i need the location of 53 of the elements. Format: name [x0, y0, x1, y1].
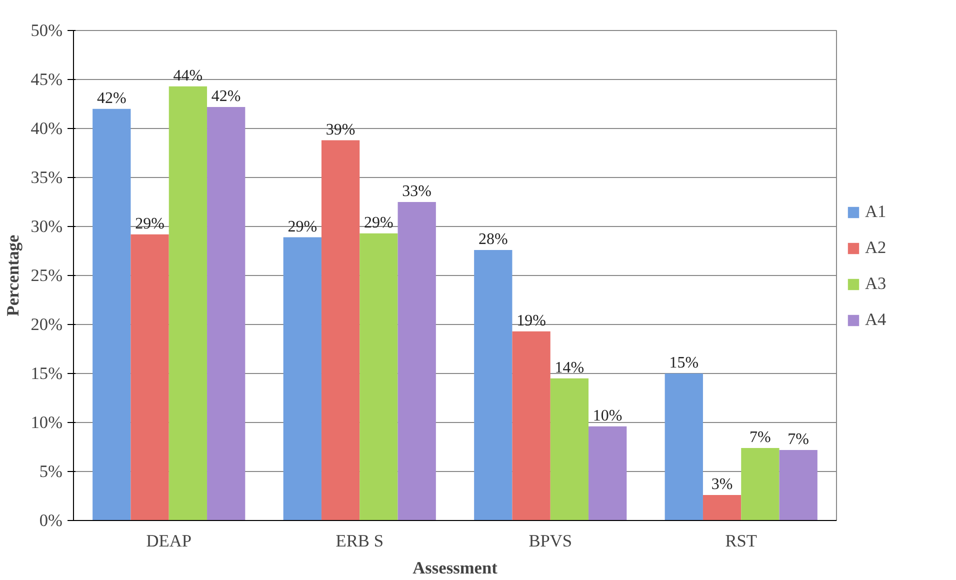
x-axis-title: Assessment: [412, 558, 498, 578]
y-tick-label: 25%: [30, 266, 63, 285]
x-tick-label: DEAP: [146, 532, 192, 550]
data-label: 19%: [516, 312, 546, 330]
bar: [550, 378, 589, 520]
data-label: 7%: [788, 430, 810, 448]
bar: [664, 374, 703, 520]
bar: [474, 250, 512, 520]
y-tick-label: 0%: [39, 511, 63, 530]
bar: [512, 331, 550, 520]
data-label: 28%: [478, 231, 508, 248]
bar: [168, 86, 208, 520]
bar: [283, 237, 322, 520]
legend-label: A3: [865, 274, 886, 294]
data-label: 44%: [173, 67, 203, 84]
data-label: 42%: [211, 88, 241, 105]
bar: [360, 233, 398, 520]
y-tick-label: 35%: [30, 168, 63, 187]
x-tick-label: RST: [725, 532, 758, 550]
data-label: 15%: [669, 354, 699, 372]
bar: [92, 108, 131, 520]
y-tick-label: 40%: [30, 119, 63, 138]
y-tick-label: 30%: [30, 217, 63, 236]
y-tick-label: 10%: [30, 413, 63, 432]
bar: [130, 234, 169, 520]
data-label: 3%: [711, 476, 733, 494]
legend-label: A2: [865, 238, 886, 258]
legend-label: A1: [865, 202, 886, 222]
bar: [321, 140, 360, 520]
bar: [741, 448, 780, 520]
y-tick-label: 15%: [30, 364, 63, 383]
data-label: 42%: [96, 90, 126, 107]
y-tick-label: 5%: [39, 462, 63, 481]
data-label: 29%: [288, 218, 318, 236]
bar: [779, 450, 818, 520]
bar: [702, 495, 742, 520]
data-label: 10%: [592, 407, 622, 424]
y-tick-label: 50%: [30, 21, 63, 40]
bar: [588, 426, 627, 520]
data-label: 33%: [402, 183, 432, 200]
y-tick-label: 45%: [30, 70, 63, 89]
bar: [207, 106, 246, 520]
data-label: 7%: [750, 428, 771, 446]
x-tick-label: BPVS: [528, 532, 572, 550]
data-label: 39%: [326, 121, 356, 138]
legend-label: A4: [865, 310, 886, 330]
data-label: 29%: [135, 215, 164, 232]
bar: [398, 202, 436, 520]
x-tick-label: ERB S: [336, 532, 384, 550]
y-tick-label: 20%: [30, 315, 63, 334]
y-axis-title: Percentage: [4, 234, 23, 316]
data-label: 29%: [364, 214, 394, 232]
data-label: 14%: [554, 359, 584, 376]
